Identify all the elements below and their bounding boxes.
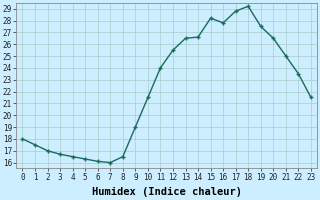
X-axis label: Humidex (Indice chaleur): Humidex (Indice chaleur) bbox=[92, 187, 242, 197]
